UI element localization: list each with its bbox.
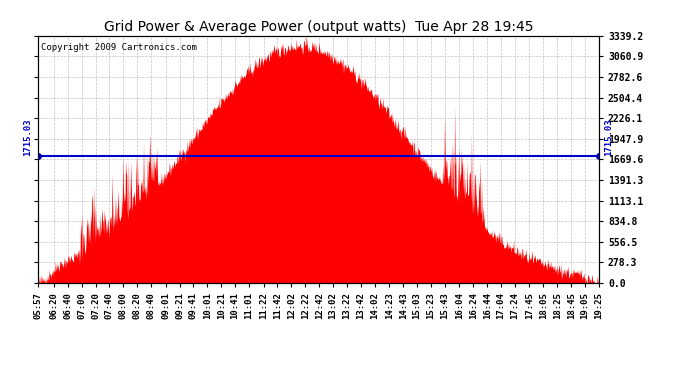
Text: 1715.03: 1715.03 xyxy=(23,118,32,156)
Text: Copyright 2009 Cartronics.com: Copyright 2009 Cartronics.com xyxy=(41,43,197,52)
Text: 1715.03: 1715.03 xyxy=(604,118,613,156)
Title: Grid Power & Average Power (output watts)  Tue Apr 28 19:45: Grid Power & Average Power (output watts… xyxy=(104,21,533,34)
